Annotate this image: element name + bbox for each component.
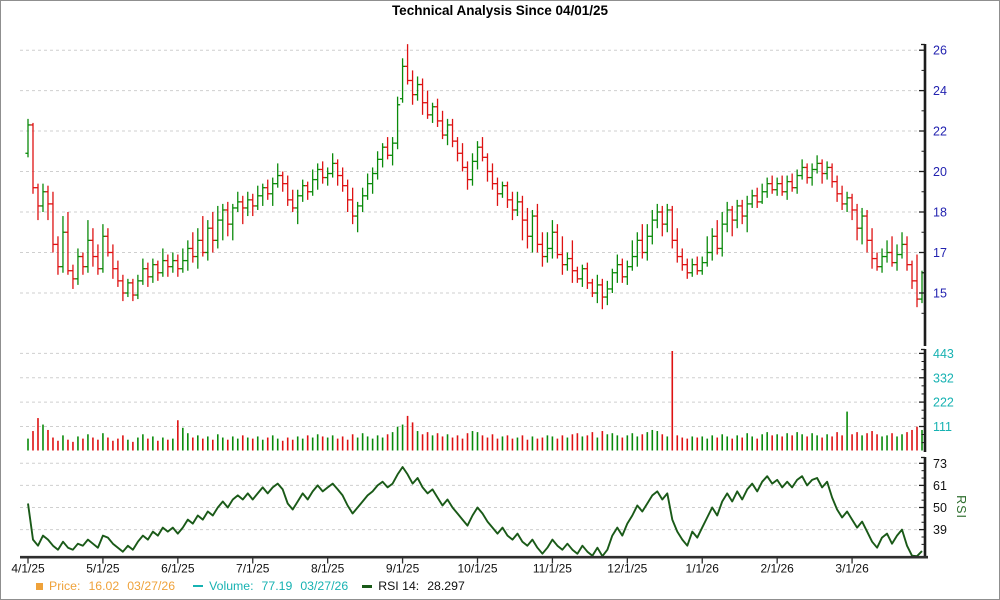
rsi-legend-value: 28.297 (427, 579, 465, 593)
chart-legend: Price: 16.02 03/27/26 Volume: 77.19 03/2… (36, 579, 465, 593)
volume-legend-dash-icon (193, 585, 204, 587)
volume-legend-label: Volume: (209, 579, 254, 593)
svg-text:7/1/25: 7/1/25 (236, 562, 270, 576)
svg-text:10/1/25: 10/1/25 (457, 562, 497, 576)
svg-text:22: 22 (933, 125, 947, 139)
svg-text:26: 26 (933, 44, 947, 58)
svg-text:222: 222 (933, 396, 954, 410)
svg-text:12/1/25: 12/1/25 (607, 562, 647, 576)
price-ohlc-bars (25, 44, 925, 310)
price-legend-swatch-icon (36, 582, 43, 590)
axes (20, 43, 928, 559)
rsi-legend-label: RSI 14: (378, 579, 420, 593)
svg-text:1/1/26: 1/1/26 (686, 562, 720, 576)
volume-legend-value: 77.19 (261, 579, 293, 593)
svg-text:443: 443 (933, 347, 954, 361)
svg-text:9/1/25: 9/1/25 (386, 562, 420, 576)
svg-text:111: 111 (933, 420, 952, 434)
svg-text:73: 73 (933, 457, 947, 471)
svg-text:15: 15 (933, 287, 947, 301)
svg-text:6/1/25: 6/1/25 (161, 562, 195, 576)
chart-title: Technical Analysis Since 04/01/25 (391, 3, 609, 18)
svg-text:2/1/26: 2/1/26 (760, 562, 794, 576)
svg-text:39: 39 (933, 523, 947, 537)
svg-text:4/1/25: 4/1/25 (11, 562, 45, 576)
svg-text:61: 61 (933, 479, 947, 493)
x-axis-ticks (27, 558, 853, 564)
price-legend-label: Price: (49, 579, 81, 593)
svg-text:5/1/25: 5/1/25 (86, 562, 120, 576)
price-legend-value: 16.02 (88, 579, 120, 593)
rsi-legend-dash-icon (362, 584, 373, 588)
rsi-axis-title: RSI (954, 495, 968, 519)
svg-text:11/1/25: 11/1/25 (533, 562, 572, 576)
axis-labels: 26 24 22 20 18 17 15 443 332 222 111 73 61 50 39 4/1/25… (11, 44, 968, 576)
svg-text:3/1/26: 3/1/26 (835, 562, 869, 576)
svg-text:20: 20 (933, 165, 947, 179)
svg-text:24: 24 (933, 84, 947, 98)
svg-text:18: 18 (933, 206, 947, 220)
svg-text:8/1/25: 8/1/25 (311, 562, 345, 576)
svg-text:17: 17 (933, 246, 947, 260)
gridlines (20, 49, 922, 531)
rsi-line (27, 466, 923, 558)
price-legend-date: 03/27/26 (127, 579, 176, 593)
svg-text:50: 50 (933, 501, 947, 515)
volume-legend-date: 03/27/26 (300, 579, 349, 593)
svg-text:332: 332 (933, 371, 954, 385)
volume-bars (27, 351, 923, 451)
